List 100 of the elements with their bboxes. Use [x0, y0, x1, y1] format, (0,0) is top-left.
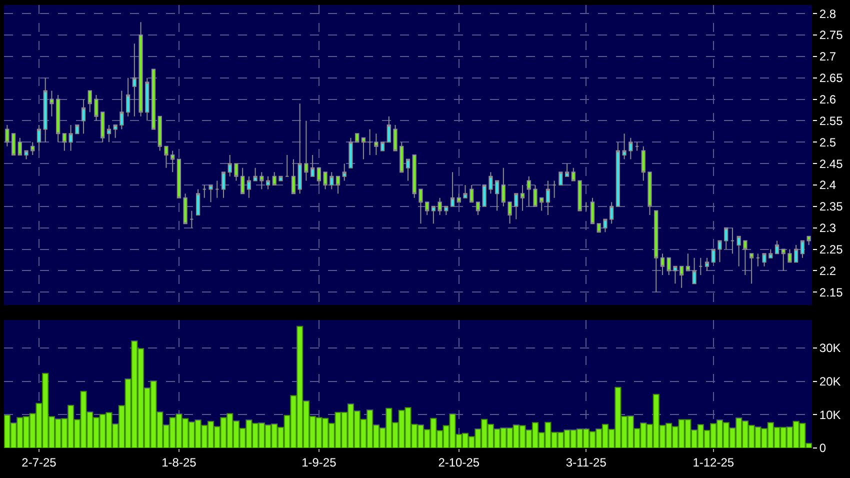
y-tick-label: 2.15 [819, 285, 844, 300]
candlestick [260, 172, 264, 190]
candlestick [463, 184, 468, 198]
candlestick [208, 184, 213, 203]
candlestick [501, 167, 506, 207]
candlestick [724, 227, 728, 250]
candlestick [470, 184, 474, 203]
candlestick [704, 257, 710, 272]
candlestick [768, 248, 773, 258]
candlestick [476, 202, 480, 216]
candlestick [234, 163, 238, 182]
candlestick [711, 248, 716, 263]
candlestick [11, 133, 16, 156]
candlestick [508, 202, 512, 224]
y-tick-label: 10K [819, 408, 841, 422]
candlestick [648, 172, 652, 216]
candlestick [291, 158, 296, 194]
candlestick [246, 176, 251, 198]
candlestick [355, 133, 360, 143]
candlestick [120, 90, 124, 130]
y-tick-label: 2.8 [819, 6, 836, 21]
candlestick [590, 197, 595, 224]
candlestick [266, 176, 270, 190]
candlestick [380, 142, 385, 152]
candlestick [438, 197, 442, 216]
candlestick [298, 103, 302, 194]
candlestick [106, 124, 112, 143]
candlestick [686, 253, 690, 272]
candlestick [698, 257, 703, 276]
candlestick [221, 172, 226, 198]
candlestick [361, 137, 366, 160]
candlestick [126, 77, 130, 117]
y-tick-label: 2.45 [819, 156, 844, 171]
x-tick-label: 1-8-25 [162, 455, 197, 470]
candlestick [24, 150, 28, 160]
candlestick [215, 180, 220, 198]
candlestick [756, 253, 760, 267]
candlestick [50, 90, 54, 117]
x-tick-label: 3-11-25 [566, 455, 607, 470]
candlestick [132, 43, 136, 117]
y-tick-label: 2.5 [819, 135, 836, 150]
candlestick [418, 188, 423, 224]
y-tick-label: 2.2 [819, 264, 836, 278]
y-tick-label: 2.7 [819, 50, 836, 64]
candlestick [158, 116, 162, 152]
candlestick [62, 133, 66, 152]
candlestick [43, 77, 48, 143]
candlestick [596, 223, 601, 233]
candlestick [304, 120, 308, 182]
candlestick [520, 184, 525, 212]
candlestick [762, 253, 766, 267]
candlestick [386, 116, 391, 143]
y-tick-label: 20K [819, 374, 841, 389]
candlestick [654, 210, 658, 293]
candlestick [603, 218, 608, 233]
candlestick [514, 193, 518, 220]
candlestick [540, 197, 544, 212]
candlestick [278, 176, 283, 182]
candlestick [788, 248, 792, 263]
y-tick-label: 2.75 [819, 28, 844, 42]
candlestick [718, 240, 722, 263]
candlestick [660, 253, 665, 276]
candlestick [368, 128, 372, 156]
candlestick [75, 124, 80, 134]
y-tick-label: 30K [819, 341, 841, 356]
candlestick [400, 142, 404, 173]
candlestick [30, 142, 35, 156]
candlestick [151, 68, 156, 130]
x-tick-label: 2-10-25 [438, 455, 480, 470]
candlestick [526, 176, 531, 207]
candlestick [310, 154, 315, 177]
candlestick [692, 257, 696, 284]
x-tick-label: 2-7-25 [22, 455, 57, 470]
candlestick [578, 180, 582, 212]
candlestick [88, 90, 92, 113]
candlestick [743, 240, 748, 276]
candlestick [323, 172, 328, 190]
candlestick [81, 98, 86, 134]
y-tick-label: 2.35 [819, 200, 844, 214]
candlestick [431, 206, 436, 224]
x-tick-label: 1-12-25 [692, 455, 734, 470]
y-tick-label: 2.25 [819, 242, 844, 256]
candlestick [641, 146, 646, 182]
candlestick [336, 176, 340, 194]
candlestick [444, 206, 448, 216]
candlestick [18, 137, 22, 156]
y-tick-label: 2.6 [819, 92, 836, 106]
candlestick [253, 167, 258, 182]
x-tick-label: 1-9-25 [302, 455, 337, 470]
candlestick [202, 184, 206, 198]
candlestick [228, 154, 232, 177]
candlestick [138, 22, 143, 117]
candlestick [584, 202, 588, 212]
y-tick-label: 0 [819, 441, 826, 456]
candlestick [456, 193, 461, 203]
candlestick [634, 142, 640, 152]
candlestick [412, 154, 416, 198]
candlestick [610, 202, 614, 224]
candlestick [628, 137, 633, 160]
candlestick [36, 124, 42, 152]
